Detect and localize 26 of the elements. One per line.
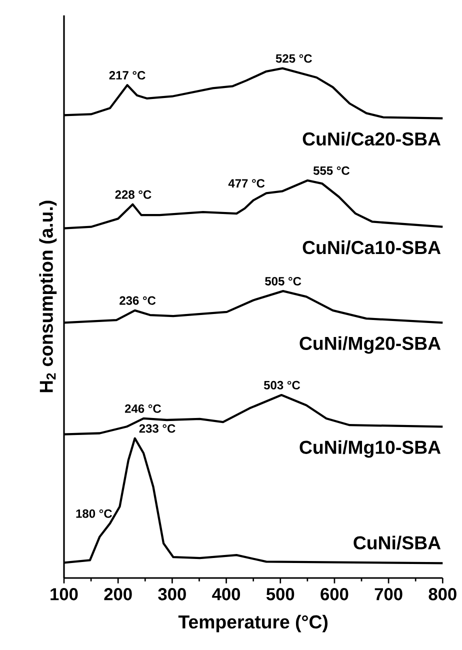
series-label: CuNi/Mg10-SBA xyxy=(300,440,441,458)
x-tick-label: 100 xyxy=(50,588,78,600)
annotation: 228 °C xyxy=(115,190,152,199)
x-tick-label: 200 xyxy=(104,588,132,600)
annotation: 525 °C xyxy=(276,54,312,63)
x-tick-label: 700 xyxy=(375,588,403,600)
annotation: 180 °C xyxy=(76,509,112,518)
annotation: 246 °C xyxy=(125,404,162,413)
annotation: 217 °C xyxy=(110,71,146,80)
x-tick-label: 500 xyxy=(266,588,294,600)
series-label: CuNi/Mg20-SBA xyxy=(300,336,441,354)
series-label: CuNi/Ca20-SBA xyxy=(303,132,441,146)
annotation: 555 °C xyxy=(314,166,350,175)
series-label: CuNi/SBA xyxy=(354,536,441,550)
x-tick-label: 400 xyxy=(212,588,240,600)
annotation: 236 °C xyxy=(120,296,156,305)
annotation: 477 °C xyxy=(228,179,265,188)
annotation: 505 °C xyxy=(265,276,302,286)
series-label: CuNi/Ca10-SBA xyxy=(303,240,441,254)
x-axis-title: Temperature (°C) xyxy=(178,614,328,632)
annotation: 503 °C xyxy=(264,380,300,390)
x-tick-label: 800 xyxy=(428,588,457,600)
annotation: 233 °C xyxy=(140,424,176,433)
x-tick-label: 300 xyxy=(158,588,186,600)
x-tick-label: 600 xyxy=(320,588,348,600)
y-axis-title: H$_{2}$ consumption (a.u.) xyxy=(39,200,57,392)
